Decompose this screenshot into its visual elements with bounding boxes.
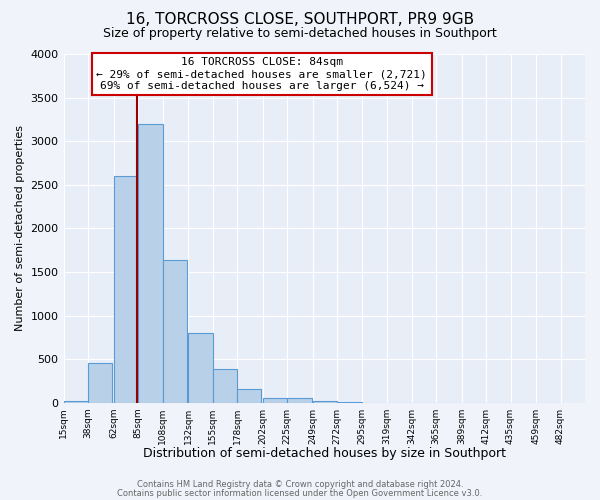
Bar: [88, 363, 112, 403]
Text: 16, TORCROSS CLOSE, SOUTHPORT, PR9 9GB: 16, TORCROSS CLOSE, SOUTHPORT, PR9 9GB: [126, 12, 474, 28]
Bar: [287, 398, 311, 403]
Text: Contains HM Land Registry data © Crown copyright and database right 2024.: Contains HM Land Registry data © Crown c…: [137, 480, 463, 489]
Bar: [313, 401, 337, 403]
X-axis label: Distribution of semi-detached houses by size in Southport: Distribution of semi-detached houses by …: [143, 447, 506, 460]
Bar: [113, 176, 138, 403]
Y-axis label: Number of semi-detached properties: Number of semi-detached properties: [15, 126, 25, 332]
Bar: [188, 333, 212, 403]
Bar: [263, 398, 287, 403]
Text: Size of property relative to semi-detached houses in Southport: Size of property relative to semi-detach…: [103, 28, 497, 40]
Bar: [163, 260, 187, 403]
Bar: [237, 389, 262, 403]
Bar: [212, 369, 237, 403]
Bar: [64, 401, 88, 403]
Text: 16 TORCROSS CLOSE: 84sqm
← 29% of semi-detached houses are smaller (2,721)
69% o: 16 TORCROSS CLOSE: 84sqm ← 29% of semi-d…: [97, 58, 427, 90]
Text: Contains public sector information licensed under the Open Government Licence v3: Contains public sector information licen…: [118, 488, 482, 498]
Bar: [337, 402, 362, 403]
Bar: [138, 124, 163, 403]
